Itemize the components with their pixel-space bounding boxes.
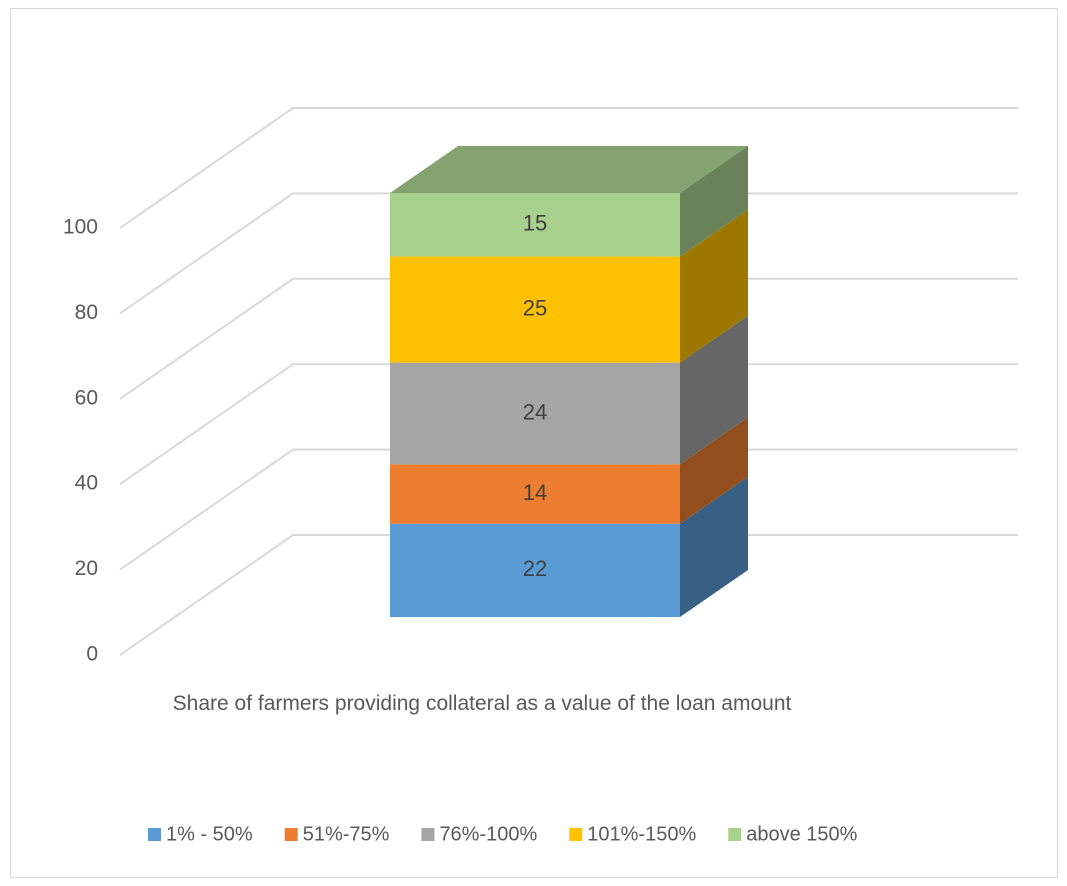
y-tick-label: 100 (63, 216, 98, 239)
legend-label: 76%-100% (439, 823, 537, 845)
bar (390, 523, 680, 617)
bar-side (680, 146, 748, 257)
bar-side (680, 315, 748, 465)
legend-label: 51%-75% (303, 823, 390, 845)
legend-label: above 150% (746, 823, 857, 845)
legend-label: 1% - 50% (166, 823, 253, 845)
grid-line (119, 192, 1018, 315)
grid-line (119, 277, 1018, 400)
bar-side (680, 209, 748, 363)
category-label: Share of farmers providing collateral as… (172, 692, 792, 715)
grid-line (119, 448, 1018, 571)
grid-line (119, 534, 1018, 656)
y-tick-label: 80 (75, 301, 98, 324)
bar (390, 362, 680, 465)
bar-side (680, 476, 748, 617)
grid-line (119, 363, 1018, 486)
bar (390, 256, 680, 363)
y-tick-label: 60 (75, 386, 98, 409)
y-tick-label: 40 (75, 472, 98, 495)
y-tick-label: 0 (86, 643, 98, 666)
grid-line (119, 107, 1018, 229)
data-label: 25 (523, 295, 547, 320)
data-label: 22 (523, 556, 547, 581)
legend-swatch (421, 828, 435, 841)
data-label: 15 (523, 211, 547, 236)
legend-swatch (728, 828, 742, 841)
bar-side (680, 417, 748, 524)
bar (390, 464, 680, 524)
legend-swatch (569, 828, 583, 841)
chart-frame (10, 8, 1058, 878)
legend-swatch (284, 828, 298, 841)
data-label: 24 (523, 399, 547, 424)
bar-top (390, 146, 748, 193)
y-tick-label: 20 (75, 557, 98, 580)
legend-swatch (148, 828, 161, 841)
data-label: 14 (523, 480, 547, 505)
legend-label: 101%-150% (587, 823, 696, 845)
bar (390, 193, 680, 257)
